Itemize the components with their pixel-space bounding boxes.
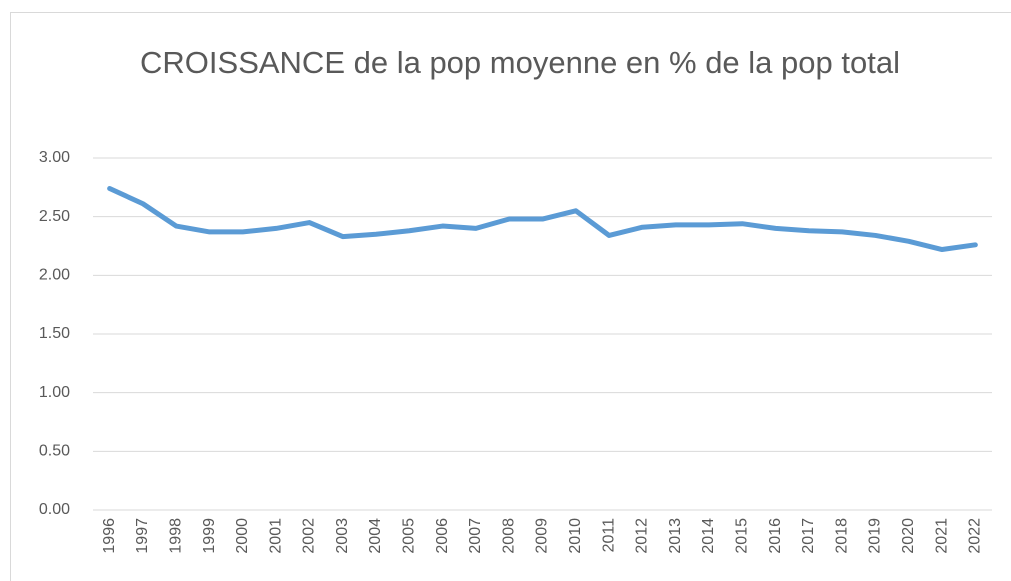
y-tick-label: 0.00 — [39, 501, 70, 518]
x-tick-label: 2012 — [634, 518, 651, 554]
x-tick-label: 2002 — [301, 518, 318, 554]
x-tick-label: 2011 — [600, 518, 617, 553]
y-tick-label: 1.00 — [39, 384, 70, 401]
x-tick-label: 1996 — [101, 518, 118, 554]
chart-border — [10, 12, 1011, 581]
x-tick-label: 2008 — [500, 518, 517, 554]
x-tick-label: 2000 — [234, 518, 251, 554]
x-tick-label: 2018 — [833, 518, 850, 554]
y-tick-label: 2.00 — [39, 267, 70, 284]
x-tick-label: 2022 — [967, 518, 984, 554]
x-tick-label: 2015 — [733, 518, 750, 554]
line-series — [107, 186, 978, 253]
y-tick-label: 2.50 — [39, 208, 70, 225]
x-tick-label: 2017 — [800, 518, 817, 554]
x-tick-label: 2019 — [867, 518, 884, 554]
x-tick-label: 1998 — [167, 518, 184, 554]
x-tick-label: 2010 — [567, 518, 584, 554]
x-tick-label: 2021 — [933, 518, 950, 554]
x-tick-label: 2009 — [534, 518, 551, 554]
x-tick-label: 1997 — [134, 518, 151, 554]
x-tick-label: 2006 — [434, 518, 451, 554]
x-tick-label: 2013 — [667, 518, 684, 554]
x-tick-label: 1999 — [201, 518, 218, 554]
y-tick-label: 0.50 — [39, 443, 70, 460]
x-tick-label: 2003 — [334, 518, 351, 554]
y-tick-label: 3.00 — [39, 149, 70, 166]
chart-title: CROISSANCE de la pop moyenne en % de la … — [140, 45, 900, 80]
x-tick-label: 2016 — [767, 518, 784, 554]
x-tick-label: 2020 — [900, 518, 917, 554]
x-tick-label: 2004 — [367, 518, 384, 554]
x-tick-label: 2007 — [467, 518, 484, 554]
x-tick-label: 2014 — [700, 518, 717, 554]
y-tick-label: 1.50 — [39, 325, 70, 342]
x-tick-label: 2005 — [401, 518, 418, 554]
x-tick-label: 2001 — [267, 518, 284, 554]
